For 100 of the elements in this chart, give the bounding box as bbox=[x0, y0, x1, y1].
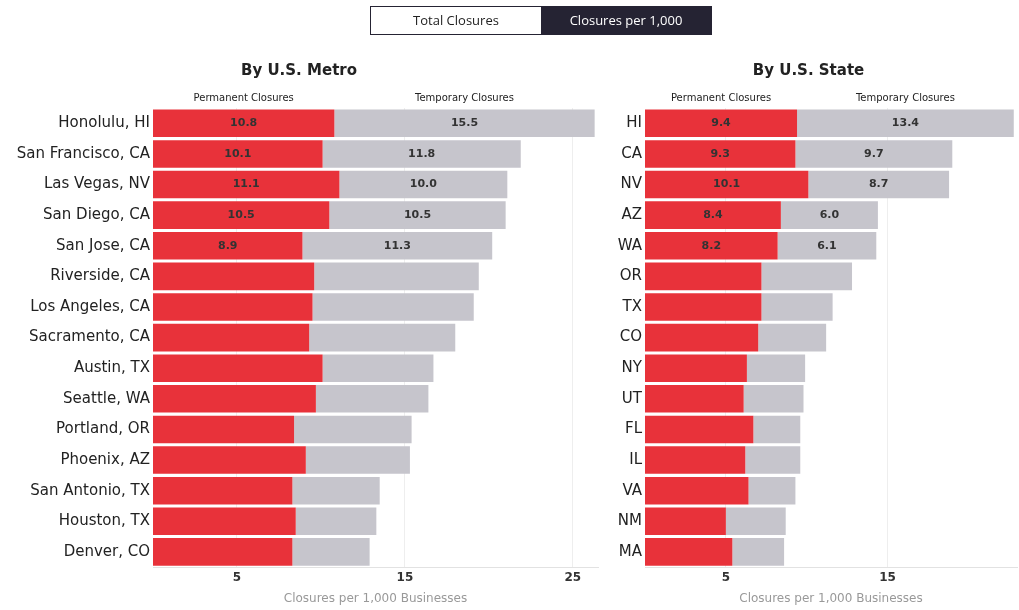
y-tick-label: San Antonio, TX bbox=[30, 480, 150, 499]
data-label: 6.0 bbox=[819, 208, 840, 222]
bar bbox=[645, 385, 744, 413]
bar bbox=[645, 446, 746, 474]
y-tick-label: MA bbox=[618, 541, 643, 560]
bar bbox=[645, 262, 762, 291]
bar bbox=[795, 140, 953, 168]
data-label: 15.5 bbox=[450, 116, 479, 130]
series-label: Permanent Closures bbox=[193, 91, 294, 103]
bar bbox=[797, 109, 1014, 138]
bar bbox=[645, 140, 796, 168]
bar bbox=[334, 109, 595, 138]
bar bbox=[761, 262, 853, 291]
bar bbox=[645, 476, 749, 505]
bar bbox=[153, 262, 315, 291]
series-label: Permanent Closures bbox=[670, 91, 772, 103]
series-label: Temporary Closures bbox=[854, 91, 955, 103]
chart-title: By U.S. Metro bbox=[240, 60, 358, 79]
bar bbox=[339, 170, 508, 199]
data-label: 10.0 bbox=[409, 177, 438, 191]
y-tick-label: IL bbox=[629, 449, 643, 468]
data-label: 8.4 bbox=[703, 208, 724, 222]
data-label: 6.1 bbox=[817, 238, 837, 252]
bar bbox=[743, 385, 804, 413]
bar bbox=[305, 446, 410, 474]
bar bbox=[153, 231, 303, 260]
y-tick-label: WA bbox=[617, 235, 643, 254]
bar bbox=[153, 538, 293, 566]
bar bbox=[322, 354, 434, 382]
bar bbox=[758, 323, 827, 352]
bar bbox=[780, 201, 878, 229]
bar bbox=[645, 323, 759, 352]
y-tick-label: CO bbox=[619, 327, 642, 346]
data-label: 8.2 bbox=[701, 238, 722, 252]
y-tick-label: Houston, TX bbox=[58, 511, 150, 530]
x-tick-label: 5 bbox=[232, 569, 242, 584]
y-tick-label: Denver, CO bbox=[63, 541, 150, 560]
bar bbox=[645, 354, 747, 382]
bar bbox=[153, 415, 295, 444]
y-tick-label: NM bbox=[617, 511, 642, 530]
bar bbox=[777, 231, 877, 260]
bar bbox=[153, 476, 293, 505]
x-axis-title: Closures per 1,000 Businesses bbox=[739, 590, 923, 605]
data-label: 11.3 bbox=[383, 238, 411, 252]
y-tick-label: Honolulu, HI bbox=[58, 113, 150, 132]
y-tick-label: Portland, OR bbox=[56, 419, 150, 438]
text: Closures per 1,000 bbox=[541, 7, 711, 34]
data-label: 10.5 bbox=[403, 208, 432, 222]
bar bbox=[329, 201, 506, 229]
y-tick-label: San Francisco, CA bbox=[16, 143, 151, 162]
x-tick-label: 25 bbox=[564, 569, 582, 584]
bar bbox=[645, 170, 809, 199]
y-tick-label: AZ bbox=[621, 205, 642, 224]
bar bbox=[315, 385, 429, 413]
y-tick-label: Phoenix, AZ bbox=[60, 449, 150, 468]
bar bbox=[312, 293, 474, 321]
x-tick-label: 5 bbox=[721, 569, 731, 584]
x-tick-label: 15 bbox=[396, 569, 414, 584]
y-tick-label: UT bbox=[621, 388, 643, 407]
bar bbox=[292, 538, 370, 566]
bar bbox=[645, 109, 798, 138]
bar bbox=[645, 201, 781, 229]
data-label: 10.1 bbox=[713, 177, 741, 191]
text: Total Closures bbox=[412, 10, 500, 31]
y-tick-label: VA bbox=[622, 480, 643, 499]
chart-title: By U.S. State bbox=[752, 60, 865, 79]
data-label: 8.9 bbox=[217, 238, 238, 252]
data-label: 10.8 bbox=[230, 116, 258, 130]
data-label: 9.4 bbox=[711, 116, 732, 130]
y-tick-label: FL bbox=[625, 419, 643, 438]
y-tick-label: Sacramento, CA bbox=[29, 327, 151, 346]
data-label: 11.1 bbox=[232, 177, 260, 191]
bar bbox=[153, 109, 335, 138]
y-tick-label: Las Vegas, NV bbox=[43, 174, 151, 193]
bar bbox=[746, 354, 806, 382]
bar bbox=[322, 140, 521, 168]
bar bbox=[153, 507, 296, 536]
data-label: 13.4 bbox=[891, 116, 920, 130]
data-label: 9.3 bbox=[710, 146, 730, 160]
bar bbox=[302, 231, 493, 260]
bar bbox=[314, 262, 479, 291]
y-tick-label: Los Angeles, CA bbox=[30, 296, 151, 315]
bar bbox=[153, 170, 340, 199]
bar bbox=[153, 385, 316, 413]
bar bbox=[309, 323, 456, 352]
bar bbox=[645, 538, 733, 566]
bar bbox=[645, 231, 778, 260]
bar bbox=[753, 415, 801, 444]
bar bbox=[745, 446, 801, 474]
bar bbox=[292, 476, 380, 505]
y-tick-label: NV bbox=[620, 174, 643, 193]
series-label: Temporary Closures bbox=[414, 91, 514, 103]
y-tick-label: HI bbox=[626, 113, 642, 132]
bar bbox=[153, 140, 323, 168]
bar bbox=[295, 507, 377, 536]
y-tick-label: NY bbox=[621, 358, 643, 377]
bar bbox=[153, 293, 313, 321]
y-tick-label: OR bbox=[619, 266, 642, 285]
bar bbox=[153, 201, 330, 229]
bar bbox=[808, 170, 950, 199]
